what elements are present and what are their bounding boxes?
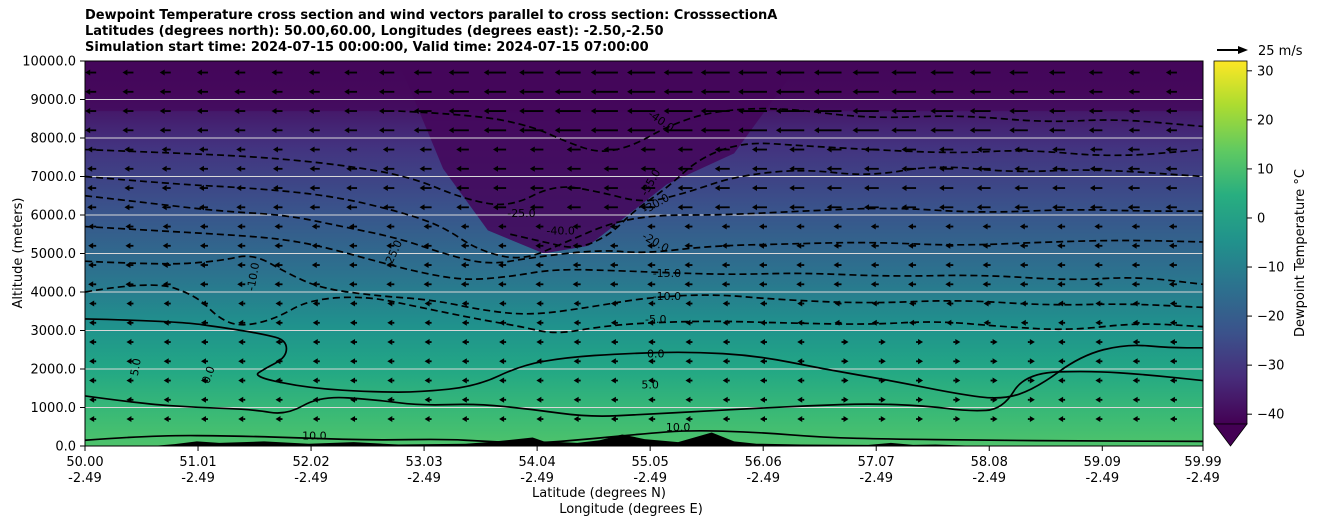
y-tick-label: 2000.0 xyxy=(31,363,77,378)
y-tick-label: 1000.0 xyxy=(31,401,77,416)
contour-line xyxy=(85,148,1203,206)
contour-label: 0.0 xyxy=(199,365,217,386)
contour-line xyxy=(85,225,1203,286)
contour-line xyxy=(398,107,1203,152)
x-axis-label-latitude: Latitude (degrees N) xyxy=(532,486,666,501)
x-tick-label-longitude: -2.49 xyxy=(1085,471,1119,486)
colorbar-tick-label: −40 xyxy=(1257,408,1284,423)
x-tick-label-longitude: -2.49 xyxy=(181,471,215,486)
x-tick-label-latitude: 56.06 xyxy=(745,455,782,470)
y-tick-label: 9000.0 xyxy=(31,93,77,108)
y-tick-label: 6000.0 xyxy=(31,209,77,224)
colorbar-tick-label: 30 xyxy=(1257,64,1274,79)
chart-title-line-1: Dewpoint Temperature cross section and w… xyxy=(85,8,778,23)
contour-label: 5.0 xyxy=(641,378,659,391)
x-tick-label-longitude: -2.49 xyxy=(633,471,667,486)
colorbar-extend-min xyxy=(1213,423,1248,447)
x-tick-label-latitude: 54.04 xyxy=(519,455,556,470)
x-tick-label-latitude: 53.03 xyxy=(405,455,442,470)
x-tick-label-longitude: -2.49 xyxy=(859,471,893,486)
dry-air-intrusion xyxy=(85,61,1203,254)
contour-line xyxy=(510,142,1203,248)
y-tick-label: 0.0 xyxy=(55,440,76,455)
colorbar-label: Dewpoint Temperature °C xyxy=(1293,169,1308,337)
quiver-key: 25 m/s xyxy=(1217,44,1303,59)
colorbar-tick-label: 0 xyxy=(1257,211,1265,226)
contour-line xyxy=(85,318,1203,399)
contour-label: 0.0 xyxy=(647,348,665,361)
colorbar-tick-label: −20 xyxy=(1257,310,1284,325)
x-tick-label-latitude: 55.05 xyxy=(632,455,669,470)
x-tick-label-longitude: -2.49 xyxy=(68,471,102,486)
x-tick-label-latitude: 57.07 xyxy=(858,455,895,470)
x-tick-label-latitude: 59.99 xyxy=(1184,455,1221,470)
contour-label: 10.0 xyxy=(666,421,691,434)
colorbar-tick-label: −10 xyxy=(1257,261,1284,276)
chart-title-line-3: Simulation start time: 2024-07-15 00:00:… xyxy=(85,40,649,55)
x-tick-label-latitude: 51.01 xyxy=(179,455,216,470)
y-tick-label: 3000.0 xyxy=(31,324,77,339)
y-tick-label: 4000.0 xyxy=(31,286,77,301)
y-tick-label: 5000.0 xyxy=(31,247,77,262)
x-tick-label-longitude: -2.49 xyxy=(294,471,328,486)
x-tick-label-longitude: -2.49 xyxy=(1186,471,1220,486)
y-tick-label: 10000.0 xyxy=(22,55,76,70)
colorbar-tick-label: −30 xyxy=(1257,359,1284,374)
contour-line xyxy=(85,255,1203,315)
contour-label: 10.0 xyxy=(302,430,327,443)
x-tick-label-latitude: 52.02 xyxy=(292,455,329,470)
contour-label: -15.0 xyxy=(653,267,681,280)
y-tick-label: 7000.0 xyxy=(31,170,77,185)
contour-line xyxy=(85,194,1203,264)
contour-label: 5.0 xyxy=(128,357,144,376)
quiver-key-label: 25 m/s xyxy=(1258,44,1303,59)
x-tick-label-longitude: -2.49 xyxy=(746,471,780,486)
y-axis-label: Altitude (meters) xyxy=(11,198,26,309)
terrain xyxy=(85,432,1203,446)
x-tick-label-longitude: -2.49 xyxy=(972,471,1006,486)
contour-line xyxy=(85,284,1203,334)
colorbar-tick-label: 20 xyxy=(1257,113,1274,128)
contour-line xyxy=(85,370,1203,417)
x-tick-label-latitude: 58.08 xyxy=(971,455,1008,470)
contour-label: -5.0 xyxy=(645,313,666,326)
x-axis-label-longitude: Longitude (degrees E) xyxy=(559,502,703,517)
contour-label: -10.0 xyxy=(244,262,262,292)
x-tick-label-longitude: -2.49 xyxy=(520,471,554,486)
contour-line xyxy=(85,175,1203,259)
x-tick-label-latitude: 59.09 xyxy=(1084,455,1121,470)
wind-vectors xyxy=(85,69,1177,423)
x-tick-label-longitude: -2.49 xyxy=(407,471,441,486)
contour-label: -10.0 xyxy=(653,290,681,303)
contour-label: -40.0 xyxy=(546,224,574,237)
chart-title-line-2: Latitudes (degrees north): 50.00,60.00, … xyxy=(85,24,664,39)
x-tick-label-latitude: 50.00 xyxy=(66,455,103,470)
contour-label: -25.0 xyxy=(507,207,535,220)
contour-line xyxy=(85,429,1203,444)
y-tick-label: 8000.0 xyxy=(31,132,77,147)
colorbar: 30 20 10 0 −10 −20 −30 −40 Dewpoint Temperature… xyxy=(1213,60,1308,447)
colorbar-tick-label: 10 xyxy=(1257,162,1274,177)
